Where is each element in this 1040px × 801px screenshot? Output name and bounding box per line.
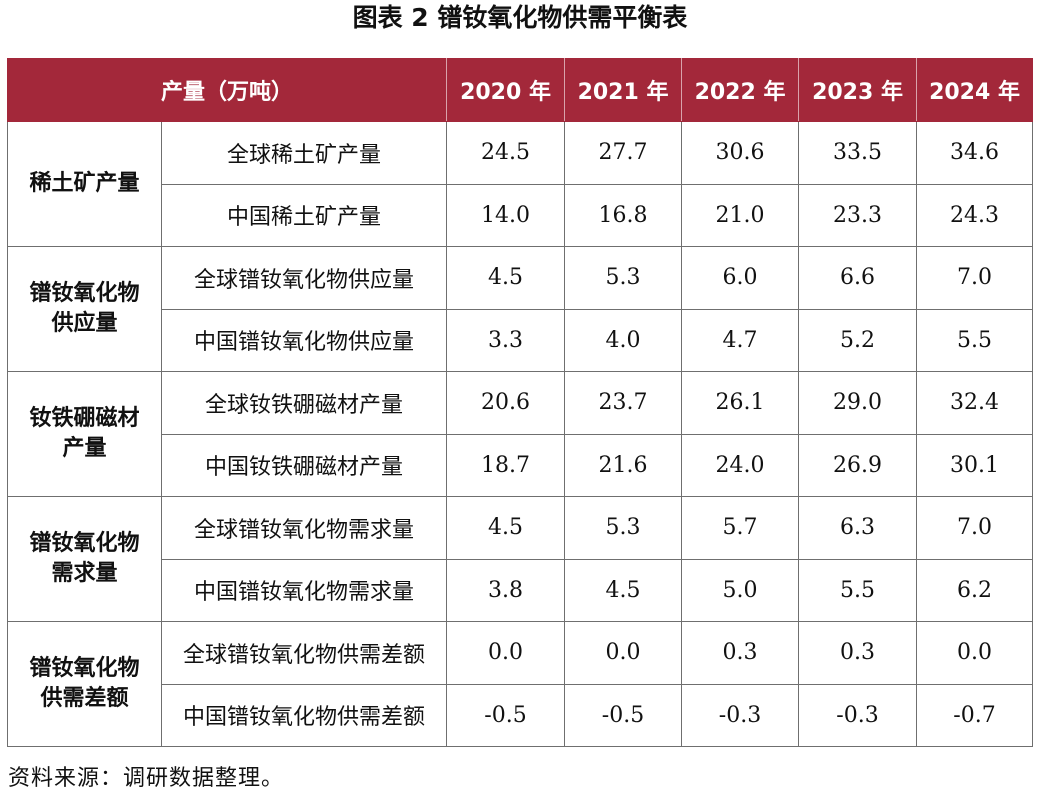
value-cell: 29.0 [798, 371, 918, 435]
value-cell: 23.3 [798, 183, 918, 247]
value-cell: 4.5 [446, 496, 566, 560]
value-cell: 21.6 [564, 433, 683, 497]
table-row: 镨钕氧化物供需差额 全球镨钕氧化物供需差额 0.0 0.0 0.3 0.3 0.… [7, 621, 1034, 747]
value-cell: 5.2 [798, 308, 918, 372]
value-cell: 4.5 [446, 246, 566, 310]
figure-title: 图表 2 镨钕氧化物供需平衡表 [352, 3, 688, 32]
value-cell: 18.7 [446, 433, 566, 497]
value-cell: 7.0 [916, 246, 1034, 310]
metric-label: 全球镨钕氧化物供应量 [160, 246, 448, 310]
table-row: 钕铁硼磁材产量 全球钕铁硼磁材产量 20.6 23.7 26.1 29.0 32… [7, 371, 1034, 497]
header-year-2022: 2022 年 [681, 58, 800, 122]
value-cell: 5.5 [916, 308, 1034, 372]
value-cell: 0.0 [916, 621, 1034, 685]
metric-label: 中国稀土矿产量 [160, 183, 448, 247]
value-cell: 24.3 [916, 183, 1034, 247]
metric-label: 全球稀土矿产量 [160, 121, 448, 185]
value-cell: 6.2 [916, 558, 1034, 622]
table-row: 中国镨钕氧化物需求量 3.8 4.5 5.0 5.5 6.2 [8, 558, 1034, 622]
value-cell: 6.6 [798, 246, 918, 310]
value-cell: 14.0 [446, 183, 566, 247]
metric-label: 中国钕铁硼磁材产量 [160, 433, 448, 497]
value-cell: -0.5 [564, 683, 683, 747]
value-cell: 0.0 [564, 621, 683, 685]
group-label-oxide-supply: 镨钕氧化物供应量 [7, 246, 162, 372]
value-cell: 16.8 [564, 183, 683, 247]
metric-label: 中国镨钕氧化物需求量 [160, 558, 448, 622]
value-cell: -0.3 [681, 683, 800, 747]
metric-label: 全球镨钕氧化物供需差额 [160, 621, 448, 685]
header-unit-label: 产量（万吨） [6, 58, 448, 122]
value-cell: 4.7 [681, 308, 800, 372]
value-cell: 7.0 [916, 496, 1034, 560]
group-label-oxide-balance: 镨钕氧化物供需差额 [7, 621, 162, 747]
metric-label: 中国镨钕氧化物供需差额 [160, 683, 448, 747]
value-cell: 6.0 [681, 246, 800, 310]
supply-demand-table: 产量（万吨） 2020 年 2021 年 2022 年 2023 年 2024 … [6, 58, 1034, 747]
value-cell: 5.0 [681, 558, 800, 622]
value-cell: 21.0 [681, 183, 800, 247]
value-cell: 4.5 [564, 558, 683, 622]
metric-label: 全球钕铁硼磁材产量 [160, 371, 448, 435]
value-cell: 24.0 [681, 433, 800, 497]
value-cell: 27.7 [564, 121, 683, 185]
table-row: 镨钕氧化物需求量 全球镨钕氧化物需求量 4.5 5.3 5.7 6.3 7.0 [7, 496, 1034, 622]
header-year-2021: 2021 年 [564, 58, 683, 122]
header-year-2023: 2023 年 [798, 58, 918, 122]
value-cell: 23.7 [564, 371, 683, 435]
value-cell: 4.0 [564, 308, 683, 372]
value-cell: 32.4 [916, 371, 1034, 435]
value-cell: 26.1 [681, 371, 800, 435]
group-label-magnet-output: 钕铁硼磁材产量 [7, 371, 162, 497]
value-cell: 5.3 [564, 246, 683, 310]
source-note: 资料来源：调研数据整理。 [8, 766, 285, 791]
table-header-row: 产量（万吨） 2020 年 2021 年 2022 年 2023 年 2024 … [6, 58, 1034, 122]
group-label-oxide-demand: 镨钕氧化物需求量 [7, 496, 162, 622]
table-row: 中国钕铁硼磁材产量 18.7 21.6 24.0 26.9 30.1 [8, 433, 1034, 497]
table-row: 稀土矿产量 全球稀土矿产量 24.5 27.7 30.6 33.5 34.6 [7, 121, 1034, 247]
value-cell: -0.5 [446, 683, 566, 747]
value-cell: 26.9 [798, 433, 918, 497]
value-cell: -0.7 [916, 683, 1034, 747]
value-cell: -0.3 [798, 683, 918, 747]
value-cell: 24.5 [446, 121, 566, 185]
metric-label: 全球镨钕氧化物需求量 [160, 496, 448, 560]
value-cell: 0.3 [681, 621, 800, 685]
table-row: 中国稀土矿产量 14.0 16.8 21.0 23.3 24.3 [8, 183, 1034, 247]
value-cell: 20.6 [446, 371, 566, 435]
header-year-2020: 2020 年 [446, 58, 566, 122]
value-cell: 5.3 [564, 496, 683, 560]
value-cell: 0.0 [446, 621, 566, 685]
table-row: 中国镨钕氧化物供应量 3.3 4.0 4.7 5.2 5.5 [8, 308, 1034, 372]
value-cell: 30.6 [681, 121, 800, 185]
value-cell: 5.5 [798, 558, 918, 622]
value-cell: 6.3 [798, 496, 918, 560]
value-cell: 3.8 [446, 558, 566, 622]
value-cell: 0.3 [798, 621, 918, 685]
value-cell: 34.6 [916, 121, 1034, 185]
value-cell: 30.1 [916, 433, 1034, 497]
value-cell: 33.5 [798, 121, 918, 185]
value-cell: 3.3 [446, 308, 566, 372]
group-label-ore-output: 稀土矿产量 [7, 121, 162, 247]
table-row: 中国镨钕氧化物供需差额 -0.5 -0.5 -0.3 -0.3 -0.7 [8, 683, 1034, 747]
value-cell: 5.7 [681, 496, 800, 560]
metric-label: 中国镨钕氧化物供应量 [160, 308, 448, 372]
table-row: 镨钕氧化物供应量 全球镨钕氧化物供应量 4.5 5.3 6.0 6.6 7.0 [7, 246, 1034, 372]
header-year-2024: 2024 年 [916, 58, 1034, 122]
